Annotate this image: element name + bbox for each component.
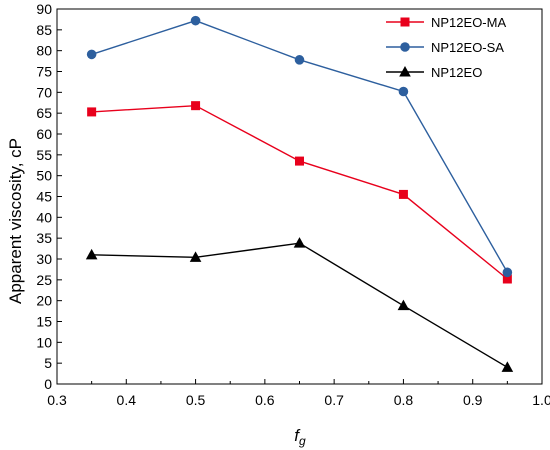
data-point xyxy=(294,55,305,65)
data-point xyxy=(293,237,306,248)
data-point xyxy=(189,251,202,262)
y-tick-label: 90 xyxy=(36,1,52,17)
data-point xyxy=(87,107,97,117)
data-point xyxy=(398,86,409,97)
series-np12eo xyxy=(85,237,514,372)
x-tick-label: 0.6 xyxy=(255,392,275,408)
data-point xyxy=(501,361,514,372)
data-point xyxy=(502,267,513,278)
data-point xyxy=(398,189,408,199)
y-tick-label: 0 xyxy=(44,376,52,392)
series-line xyxy=(91,104,508,280)
legend-label: NP12EO xyxy=(431,65,482,80)
data-point xyxy=(502,274,512,284)
y-tick-label: 80 xyxy=(36,43,52,59)
legend-marker xyxy=(400,17,410,27)
y-tick-label: 45 xyxy=(36,189,52,205)
y-tick-label: 50 xyxy=(36,168,52,184)
y-tick-label: 40 xyxy=(36,209,52,225)
data-point xyxy=(191,101,201,111)
y-tick-label: 85 xyxy=(36,22,52,38)
y-tick-label: 15 xyxy=(36,314,52,330)
x-tick-label: 0.5 xyxy=(186,392,206,408)
x-tick-label: 0.9 xyxy=(463,392,483,408)
x-tick-label: 1.0 xyxy=(532,392,550,408)
x-tick-label: 0.4 xyxy=(117,392,137,408)
data-point xyxy=(86,49,97,60)
data-point xyxy=(397,299,410,311)
y-tick-label: 55 xyxy=(36,147,52,163)
legend-marker xyxy=(399,66,411,77)
x-tick-label: 0.7 xyxy=(324,392,344,408)
y-tick-label: 30 xyxy=(36,251,52,267)
x-axis-title-main: f xyxy=(294,426,301,445)
plot-content xyxy=(85,15,514,372)
series-line xyxy=(91,242,508,368)
y-tick-label: 35 xyxy=(36,230,52,246)
series-np12eo-ma xyxy=(87,101,512,284)
x-tick-label: 0.8 xyxy=(394,392,414,408)
data-point xyxy=(295,156,304,166)
data-point xyxy=(190,15,201,26)
x-axis: 0.3 0.4 0.5 0.6 0.7 0.8 0.9 1.0 xyxy=(47,379,550,408)
legend: NP12EO-MA NP12EO-SA NP12EO xyxy=(386,15,506,80)
y-tick-label: 5 xyxy=(44,355,52,371)
series-np12eo-sa xyxy=(86,15,513,278)
y-tick-label: 70 xyxy=(36,84,52,100)
data-point xyxy=(85,248,98,260)
y-tick-label: 75 xyxy=(36,64,52,80)
y-axis: 0 5 10 15 20 25 30 35 40 45 50 55 60 65 70 75 80 85 90 xyxy=(36,1,62,392)
legend-label: NP12EO-SA xyxy=(431,40,504,55)
y-tick-label: 60 xyxy=(36,126,52,142)
y-axis-title: Apparent viscosity, cP xyxy=(6,138,25,304)
legend-label: NP12EO-MA xyxy=(431,15,506,30)
y-tick-label: 10 xyxy=(36,334,52,350)
y-tick-label: 20 xyxy=(36,293,52,309)
y-tick-label: 65 xyxy=(36,105,52,121)
x-axis-title: fg xyxy=(294,426,306,448)
x-tick-label: 0.3 xyxy=(47,392,67,408)
x-axis-title-subscript: g xyxy=(299,434,306,448)
legend-marker xyxy=(400,42,410,52)
y-tick-label: 25 xyxy=(36,272,52,288)
